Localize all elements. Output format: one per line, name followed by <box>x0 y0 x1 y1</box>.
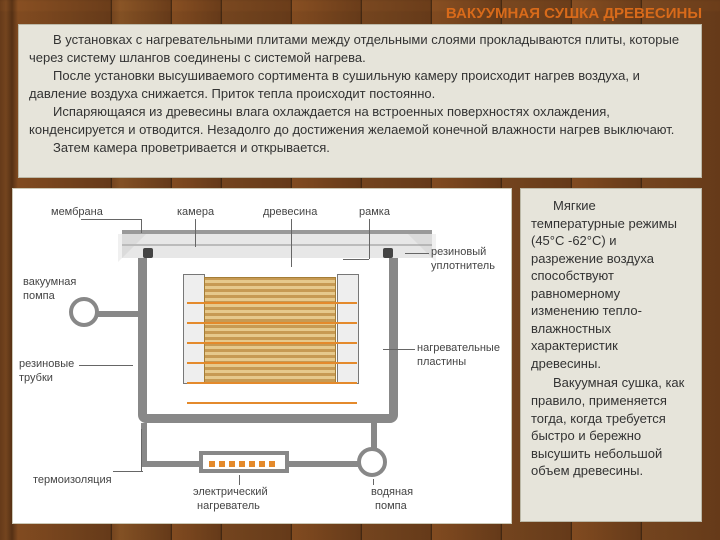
rubber-gasket <box>143 248 153 258</box>
label-vacuum: вакуумная <box>23 275 76 290</box>
frame <box>337 274 359 384</box>
label-chamber: камера <box>177 205 214 220</box>
heating-plate <box>187 342 357 344</box>
label-electric-2: нагреватель <box>197 499 260 514</box>
intro-text-box: В установках с нагревательными плитами м… <box>18 24 702 178</box>
heating-plate <box>187 302 357 304</box>
label-electric: электрический <box>193 485 268 500</box>
label-thermo: термоизоляция <box>33 473 112 488</box>
leader-line <box>79 365 133 366</box>
label-gasket-2: уплотнитель <box>431 259 495 274</box>
leader-line <box>405 253 429 254</box>
intro-p4: Затем камера проветривается и открываетс… <box>29 139 691 157</box>
wood-stack <box>205 278 335 382</box>
leader-line <box>343 259 369 260</box>
heating-plate <box>187 362 357 364</box>
label-gasket: резиновый <box>431 245 486 260</box>
label-wood: древесина <box>263 205 317 220</box>
label-frame: рамка <box>359 205 390 220</box>
intro-p3: Испаряющаяся из древесины влага охлаждае… <box>29 103 691 138</box>
vacuum-pump-icon <box>69 297 99 327</box>
leader-line <box>369 219 370 259</box>
label-heating: нагревательные <box>417 341 500 356</box>
label-water: водяная <box>371 485 413 500</box>
pipe <box>141 461 201 467</box>
leader-line <box>373 479 374 485</box>
heating-plate <box>187 322 357 324</box>
label-rubbertubes-2: трубки <box>19 371 53 386</box>
leader-line <box>141 429 142 471</box>
intro-p1: В установках с нагревательными плитами м… <box>29 31 691 66</box>
vacuum-dryer-diagram: мембрана камера древесина рамка резиновы… <box>12 188 512 524</box>
rubber-gasket <box>383 248 393 258</box>
label-heating-2: пластины <box>417 355 466 370</box>
label-membrane: мембрана <box>51 205 103 220</box>
leader-line <box>195 219 196 247</box>
pipe <box>289 461 359 467</box>
intro-p2: После установки высушиваемого сортимента… <box>29 67 691 102</box>
leader-line <box>239 475 240 485</box>
side-p1: Мягкие температурные режимы (45°С -62°С)… <box>531 197 691 372</box>
leader-line <box>383 349 415 350</box>
chamber <box>138 249 398 423</box>
pipe <box>371 423 377 449</box>
page-title: ВАКУУМНАЯ СУШКА ДРЕВЕСИНЫ <box>446 4 702 24</box>
label-vacuum-2: помпа <box>23 289 55 304</box>
leader-line <box>141 219 142 233</box>
side-p2: Вакуумная сушка, как правило, применяетс… <box>531 374 691 479</box>
leader-line <box>113 471 143 472</box>
frame <box>183 274 205 384</box>
label-water-2: помпа <box>375 499 407 514</box>
electric-heater-icon <box>199 451 289 473</box>
pipe <box>93 311 138 317</box>
leader-line <box>291 219 292 267</box>
label-rubbertubes: резиновые <box>19 357 74 372</box>
water-pump-icon <box>357 447 387 477</box>
heating-plate <box>187 402 357 404</box>
leader-line <box>81 219 141 220</box>
side-text-box: Мягкие температурные режимы (45°С -62°С)… <box>520 188 702 522</box>
heating-plate <box>187 382 357 384</box>
